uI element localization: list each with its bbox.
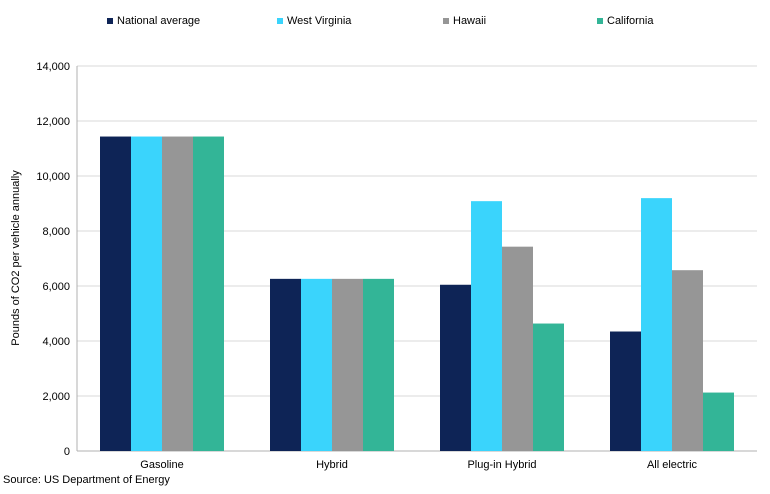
legend-swatch xyxy=(443,18,449,24)
bar xyxy=(270,278,301,451)
bar xyxy=(440,284,471,451)
legend-item: California xyxy=(597,15,653,27)
bar xyxy=(193,136,224,451)
bar xyxy=(301,278,332,451)
x-tick-label: Gasoline xyxy=(140,459,183,471)
y-tick-label: 12,000 xyxy=(36,116,70,128)
bar xyxy=(100,136,131,451)
legend-label: National average xyxy=(117,15,201,27)
bar xyxy=(610,331,641,451)
y-tick-label: 0 xyxy=(64,446,70,458)
bar xyxy=(533,323,564,451)
y-tick-label: 6,000 xyxy=(42,281,70,293)
x-tick-label: Hybrid xyxy=(316,459,348,471)
bar xyxy=(131,136,162,451)
legend-item: Hawaii xyxy=(443,15,486,27)
bar xyxy=(471,201,502,451)
legend-swatch xyxy=(107,18,113,24)
bar xyxy=(332,278,363,451)
legend-swatch xyxy=(277,18,283,24)
bar xyxy=(162,136,193,451)
bar xyxy=(703,392,734,451)
source-note: Source: US Department of Energy xyxy=(3,474,170,486)
legend-label: California xyxy=(607,15,654,27)
bar xyxy=(641,198,672,451)
y-tick-label: 10,000 xyxy=(36,171,70,183)
legend-item: West Virginia xyxy=(277,15,351,27)
bar xyxy=(672,270,703,451)
legend-label: Hawaii xyxy=(453,15,487,27)
bar xyxy=(502,246,533,451)
y-tick-label: 8,000 xyxy=(42,226,70,238)
y-tick-label: 2,000 xyxy=(42,391,70,403)
legend-swatch xyxy=(597,18,603,24)
legend-item: National average xyxy=(107,15,200,27)
x-tick-label: Plug-in Hybrid xyxy=(467,459,536,471)
chart-legend: National average West Virginia Hawaii Calif… xyxy=(0,15,770,33)
x-tick-label: All electric xyxy=(647,459,698,471)
y-tick-label: 14,000 xyxy=(36,61,70,73)
bar xyxy=(363,278,394,451)
legend-label: West Virginia xyxy=(287,15,352,27)
y-tick-label: 4,000 xyxy=(42,336,70,348)
